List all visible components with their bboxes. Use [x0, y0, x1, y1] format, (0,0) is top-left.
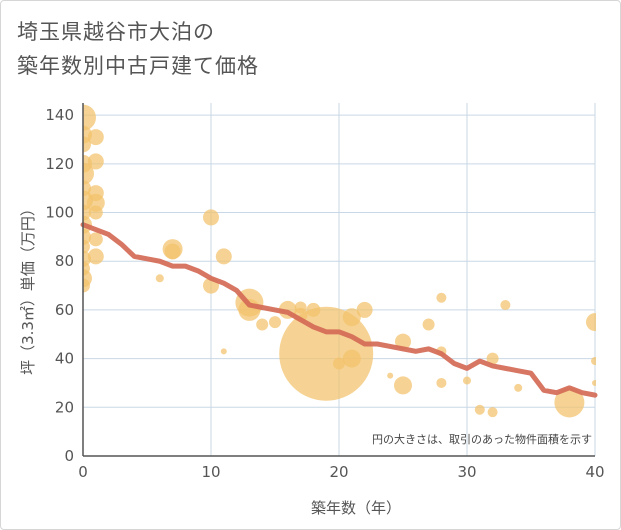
data-bubble — [514, 383, 523, 392]
y-tick-label: 120 — [45, 155, 74, 173]
data-bubble — [269, 316, 281, 329]
title-line-2: 築年数別中古戸建て価格 — [17, 54, 259, 78]
y-axis-title: 坪（3.3㎡）単価（万円） — [19, 201, 37, 375]
data-bubble — [294, 301, 307, 314]
x-axis-title: 築年数（年） — [311, 499, 401, 517]
data-bubble — [436, 377, 447, 388]
trend-line-group — [80, 222, 598, 398]
data-bubble — [394, 376, 412, 395]
data-bubble — [422, 318, 435, 331]
y-tick-label: 40 — [55, 350, 74, 368]
data-bubble — [256, 318, 269, 331]
y-tick-label: 140 — [45, 106, 74, 124]
data-bubble — [203, 209, 219, 226]
data-bubble — [500, 300, 511, 311]
data-bubble — [554, 387, 585, 418]
data-bubble — [83, 104, 96, 131]
data-bubble — [155, 274, 164, 283]
data-bubble — [586, 313, 596, 332]
data-bubble — [474, 404, 485, 415]
x-tick-label: 30 — [457, 463, 476, 481]
data-bubble — [591, 357, 596, 366]
data-bubble — [592, 379, 596, 386]
bubble-size-note: 円の大きさは、取引のあった物件面積を示す — [372, 432, 592, 446]
data-bubble — [83, 278, 90, 293]
data-bubble — [220, 348, 227, 355]
data-bubble — [342, 349, 361, 368]
data-bubble — [88, 205, 103, 220]
data-bubble — [356, 301, 373, 318]
data-bubble — [487, 407, 498, 418]
data-bubble — [486, 352, 499, 365]
data-bubble — [87, 129, 104, 146]
y-tick-label: 80 — [55, 252, 74, 270]
x-tick-label: 10 — [201, 463, 220, 481]
data-bubble — [88, 232, 103, 247]
data-bubble — [87, 248, 104, 265]
y-tick-label: 20 — [55, 398, 74, 416]
axes — [82, 103, 595, 457]
data-bubble — [436, 292, 447, 303]
title-line-1: 埼玉県越谷市大泊の — [17, 20, 215, 44]
x-tick-label: 20 — [329, 463, 348, 481]
data-bubble — [87, 153, 104, 170]
trend-line — [80, 222, 598, 398]
data-bubble — [279, 306, 374, 401]
chart-title: 埼玉県越谷市大泊の 築年数別中古戸建て価格 — [17, 15, 259, 83]
data-bubble — [342, 308, 361, 327]
data-bubble — [333, 357, 345, 370]
data-bubble — [387, 372, 394, 379]
data-bubble — [83, 239, 90, 254]
data-bubble — [215, 248, 232, 265]
data-bubble — [83, 162, 94, 185]
y-tick-label: 100 — [45, 204, 74, 222]
x-tick-label: 0 — [78, 463, 88, 481]
y-tick-label: 60 — [55, 301, 74, 319]
bubbles — [83, 104, 596, 418]
x-tick-label: 40 — [585, 463, 604, 481]
tick-labels: 0 20 40 60 80 100 120 140 0 10 20 30 40 — [45, 106, 604, 481]
data-bubble — [463, 376, 471, 385]
data-bubble — [162, 239, 183, 260]
y-tick-label: 0 — [64, 447, 74, 465]
